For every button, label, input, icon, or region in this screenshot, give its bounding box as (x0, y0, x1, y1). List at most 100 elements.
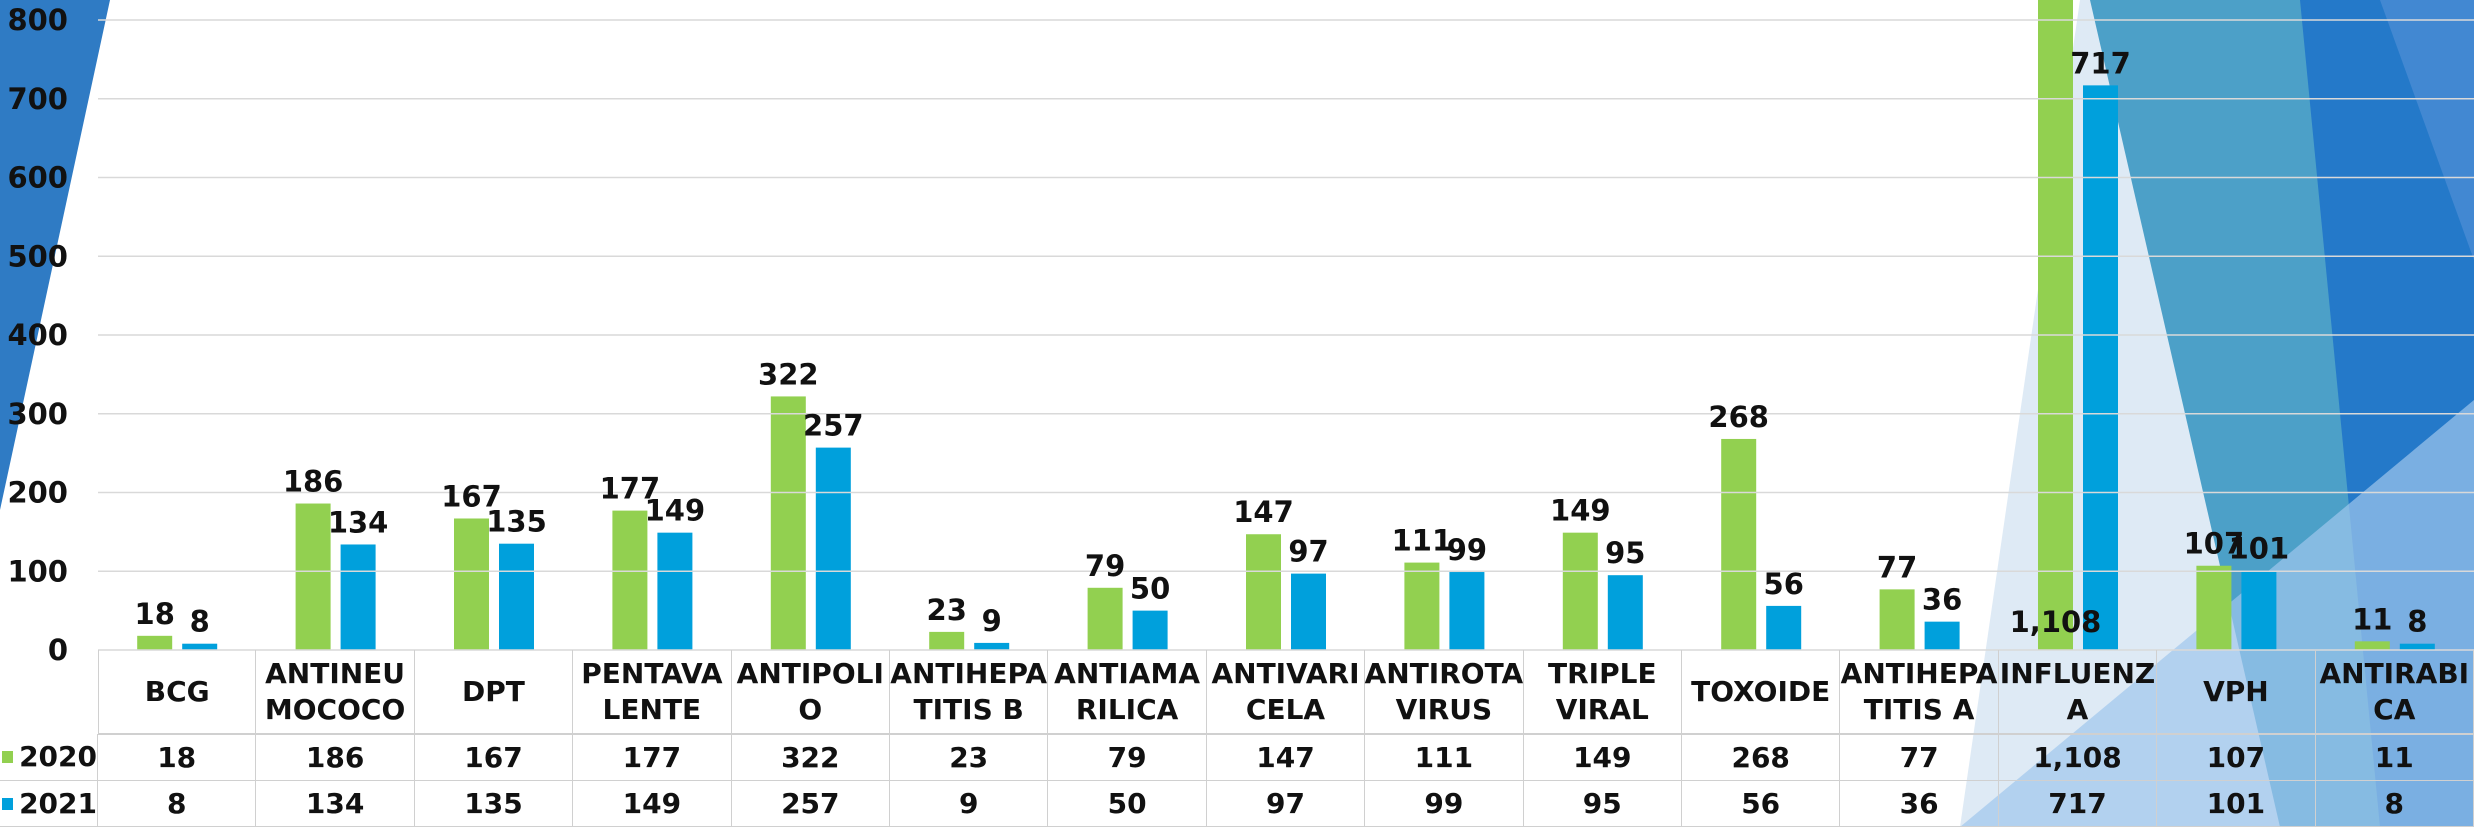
table-value: 23 (890, 734, 1049, 781)
bar (1449, 572, 1485, 650)
category-cell: PENTAVA LENTE (573, 650, 732, 734)
table-value: 111 (1365, 734, 1524, 781)
table-value: 99 (1365, 781, 1524, 827)
bar (340, 544, 376, 650)
bar (2083, 85, 2118, 650)
value-label: 8 (2407, 605, 2427, 639)
table-value: 97 (1206, 781, 1366, 827)
value-label: 135 (486, 505, 547, 539)
table-value: 257 (731, 781, 890, 827)
plot-area (137, 0, 2435, 650)
category-cell: BCG (98, 650, 257, 734)
table-value: 268 (1682, 734, 1841, 781)
bar (1607, 575, 1643, 650)
table-value: 8 (2315, 781, 2474, 827)
table-value: 95 (1523, 781, 1682, 827)
table-value: 134 (256, 781, 415, 827)
value-label: 107 (2184, 527, 2245, 561)
table-value: 56 (1682, 781, 1841, 827)
value-label: 149 (1550, 494, 1611, 528)
bar (1132, 610, 1168, 650)
bar (1562, 532, 1598, 650)
value-label: 9 (982, 604, 1002, 638)
bar (2241, 570, 2277, 650)
table-value: 177 (573, 734, 732, 781)
category-cell: ANTIRABI CA (2315, 650, 2474, 734)
category-cell: ANTIVARI CELA (1206, 650, 1366, 734)
y-tick-label: 500 (7, 239, 68, 273)
value-label: 56 (1764, 567, 1804, 601)
y-tick-label: 800 (7, 3, 68, 37)
value-label: 95 (1605, 536, 1645, 570)
bar (1087, 587, 1123, 650)
bar (929, 631, 965, 650)
table-value: 149 (1523, 734, 1682, 781)
value-label: 23 (927, 593, 967, 627)
legend-cell: 2021 (0, 781, 98, 827)
table-value: 36 (1840, 781, 1999, 827)
table-value: 11 (2315, 734, 2474, 781)
table-value: 135 (414, 781, 574, 827)
y-tick-label: 300 (7, 397, 68, 431)
value-label: 97 (1288, 535, 1328, 569)
value-label: 167 (441, 479, 502, 513)
value-label: 134 (328, 505, 389, 539)
value-label: 99 (1447, 533, 1487, 567)
value-label: 257 (803, 409, 864, 443)
bar (137, 635, 173, 650)
table-value: 1,108 (1998, 734, 2158, 781)
y-tick-label: 400 (7, 318, 68, 352)
bar (974, 642, 1010, 650)
table-value: 9 (890, 781, 1049, 827)
table-value: 717 (1998, 781, 2158, 827)
decor-left (0, 0, 110, 510)
value-label: 77 (1877, 550, 1917, 584)
bar (499, 543, 534, 650)
table-value: 149 (573, 781, 732, 827)
category-cell: ANTIPOLI O (731, 650, 890, 734)
legend-swatch (2, 751, 14, 763)
table-value: 79 (1048, 734, 1207, 781)
category-cell: INFLUENZ A (1998, 650, 2158, 734)
value-label: 1,108 (2010, 605, 2102, 639)
bar (612, 510, 648, 650)
legend-swatch (2, 797, 14, 810)
category-cell: ANTIHEPA TITIS A (1840, 650, 1999, 734)
bar (770, 396, 806, 650)
table-value: 8 (98, 781, 257, 827)
value-label: 149 (645, 494, 706, 528)
table-value: 322 (731, 734, 890, 781)
bar (182, 643, 218, 650)
category-cell: TRIPLE VIRAL (1523, 650, 1682, 734)
category-cell: VPH (2157, 650, 2316, 734)
category-cell: ANTINEU MOCOCO (256, 650, 415, 734)
value-label: 36 (1922, 583, 1962, 617)
value-label: 50 (1130, 572, 1170, 606)
legend-label: 2021 (19, 786, 97, 820)
table-value: 107 (2157, 734, 2316, 781)
category-cell: DPT (414, 650, 574, 734)
legend-label: 2020 (19, 740, 97, 773)
table-value: 18 (98, 734, 257, 781)
bar (2354, 641, 2390, 650)
value-label: 147 (1233, 495, 1294, 529)
y-tick-label: 100 (7, 554, 68, 588)
bar (2196, 565, 2232, 650)
value-label: 186 (283, 465, 344, 499)
bar (1404, 562, 1440, 650)
table-value: 186 (256, 734, 415, 781)
bar (1879, 589, 1915, 650)
table-value: 77 (1840, 734, 1999, 781)
category-cell: TOXOIDE (1682, 650, 1841, 734)
value-label: 177 (600, 472, 661, 506)
bar (1924, 621, 1960, 650)
bar (295, 503, 331, 650)
bar (2399, 643, 2435, 650)
bar (1766, 605, 1802, 650)
table-value: 147 (1206, 734, 1366, 781)
bar (454, 518, 489, 650)
table-value: 101 (2157, 781, 2316, 827)
value-label: 268 (1708, 400, 1769, 434)
table-value: 50 (1048, 781, 1207, 827)
